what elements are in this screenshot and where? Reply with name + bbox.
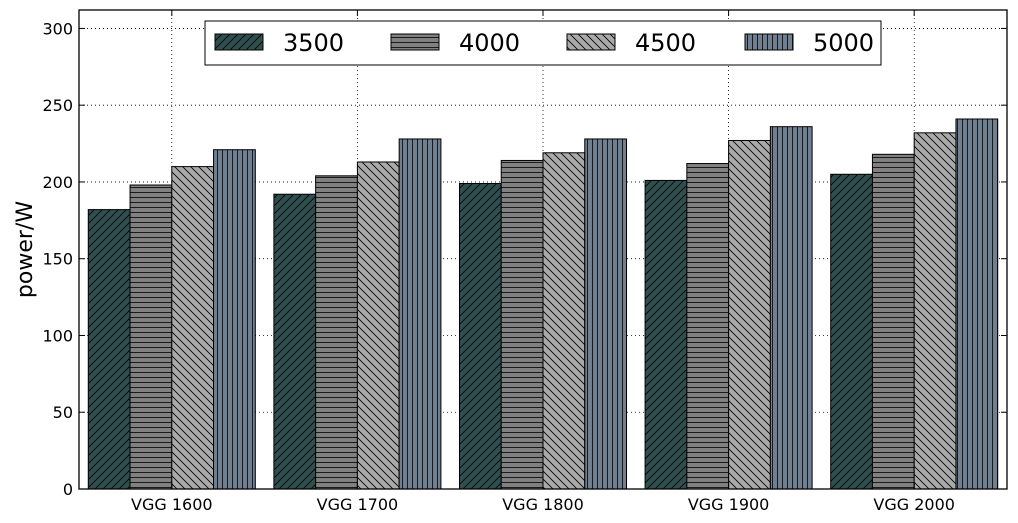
x-tick-label: VGG 1800 [502,495,584,514]
legend-label-3500: 3500 [283,29,344,57]
bar-4500 [913,132,957,490]
bar-4000 [129,184,173,490]
bar-5000 [769,126,813,490]
y-tick-label: 100 [42,326,73,345]
x-tick-label: VGG 2000 [873,495,955,514]
x-tick-label: VGG 1900 [688,495,770,514]
bar-4500 [356,161,400,490]
bar-5000 [955,118,999,490]
legend-swatch-4000 [390,33,440,51]
legend-label-4000: 4000 [459,29,520,57]
bar-5000 [584,138,628,490]
bar-4500 [728,139,771,490]
y-tick-label: 150 [42,250,73,269]
x-axis-ticks: VGG 1600 VGG 1700 VGG 1800 VGG 1900 VGG 2000 [131,10,955,514]
legend-box [204,20,882,66]
bar-3500 [830,173,873,490]
bar-5000 [213,149,256,490]
y-axis-label: power/W [13,201,38,298]
legend-swatch-4500 [566,33,616,51]
y-tick-label: 250 [42,96,73,115]
legend: 3500 4000 4500 5000 [204,20,882,66]
bar-3500 [644,179,688,490]
y-axis-ticks: 0 50 100 150 200 250 300 [42,19,1007,499]
bar-4000 [686,163,730,490]
y-tick-label: 300 [42,19,73,38]
bars-group [87,118,999,490]
bar-4500 [542,152,586,490]
legend-swatch-5000 [744,33,794,51]
y-tick-label: 0 [63,480,73,499]
bar-4500 [171,166,215,490]
bar-4000 [315,175,358,490]
legend-label-5000: 5000 [813,29,874,57]
legend-swatch-3500 [214,33,264,51]
bar-3500 [458,182,502,490]
y-tick-label: 50 [53,403,73,422]
bar-5000 [398,138,442,490]
bar-3500 [273,193,317,490]
bar-4000 [871,153,915,490]
bar-3500 [87,209,131,490]
bar-4000 [500,159,544,490]
legend-label-4500: 4500 [635,29,696,57]
y-tick-label: 200 [42,173,73,192]
x-tick-label: VGG 1700 [317,495,399,514]
x-tick-label: VGG 1600 [131,495,213,514]
